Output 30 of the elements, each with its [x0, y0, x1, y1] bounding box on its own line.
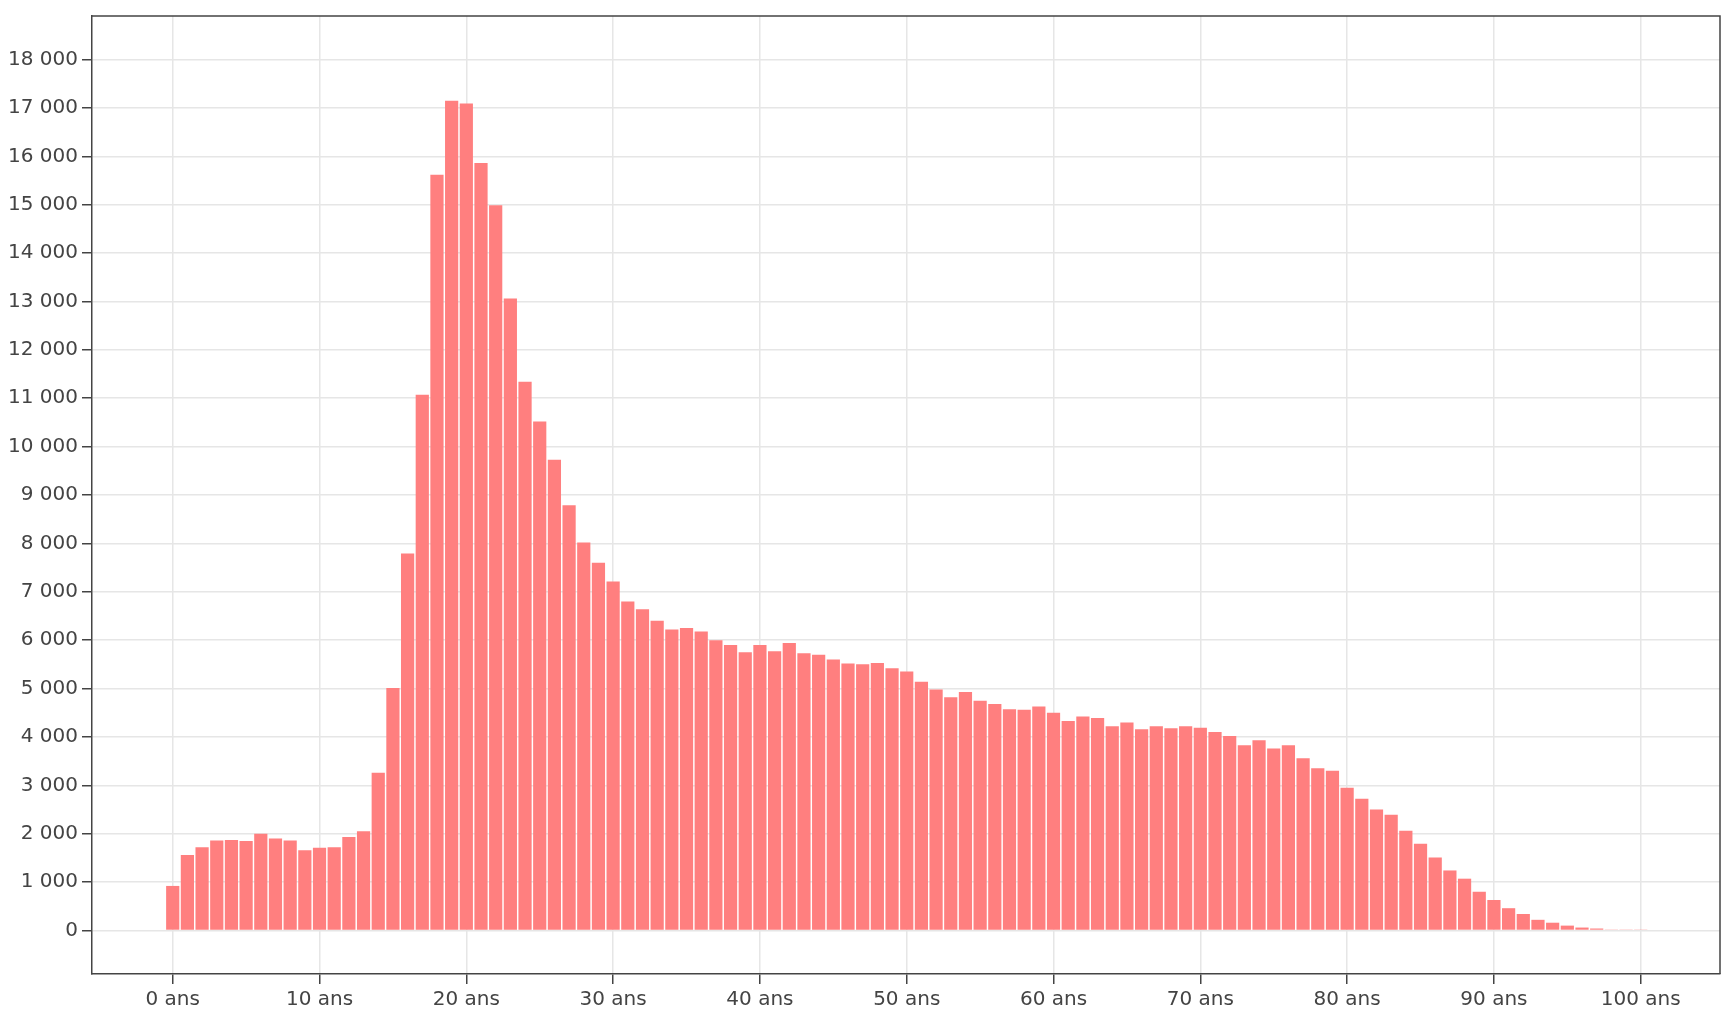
y-tick-label: 17 000: [8, 94, 78, 119]
x-tick-label: 20 ans: [432, 986, 500, 1011]
y-tick-label: 0: [65, 916, 78, 941]
x-tick-label: 50 ans: [873, 986, 941, 1011]
y-tick-label: 14 000: [8, 239, 78, 264]
y-tick-label: 5 000: [20, 674, 78, 699]
x-tick-label: 30 ans: [579, 986, 647, 1011]
x-tick-label: 100 ans: [1600, 986, 1681, 1011]
y-tick-label: 11 000: [8, 384, 78, 409]
y-tick-label: 16 000: [8, 142, 78, 167]
y-tick-label: 15 000: [8, 190, 78, 215]
y-tick-label: 1 000: [20, 868, 78, 893]
y-tick-label: 7 000: [20, 577, 78, 602]
x-tick-label: 90 ans: [1460, 986, 1528, 1011]
x-tick-label: 40 ans: [726, 986, 794, 1011]
y-tick-label: 10 000: [8, 432, 78, 457]
y-tick-label: 13 000: [8, 287, 78, 312]
y-tick-label: 3 000: [20, 771, 78, 796]
x-tick-label: 10 ans: [285, 986, 354, 1011]
y-tick-label: 4 000: [20, 723, 78, 748]
x-tick-label: 60 ans: [1019, 986, 1088, 1011]
y-tick-label: 2 000: [20, 819, 78, 844]
y-tick-label: 6 000: [20, 626, 78, 651]
y-tick-label: 18 000: [8, 45, 78, 70]
x-tick-label: 70 ans: [1166, 986, 1234, 1011]
y-tick-label: 8 000: [20, 529, 78, 554]
x-tick-label: 0 ans: [145, 986, 200, 1011]
y-tick-label: 12 000: [8, 336, 78, 361]
y-tick-label: 9 000: [20, 481, 78, 506]
x-tick-label: 80 ans: [1313, 986, 1381, 1011]
